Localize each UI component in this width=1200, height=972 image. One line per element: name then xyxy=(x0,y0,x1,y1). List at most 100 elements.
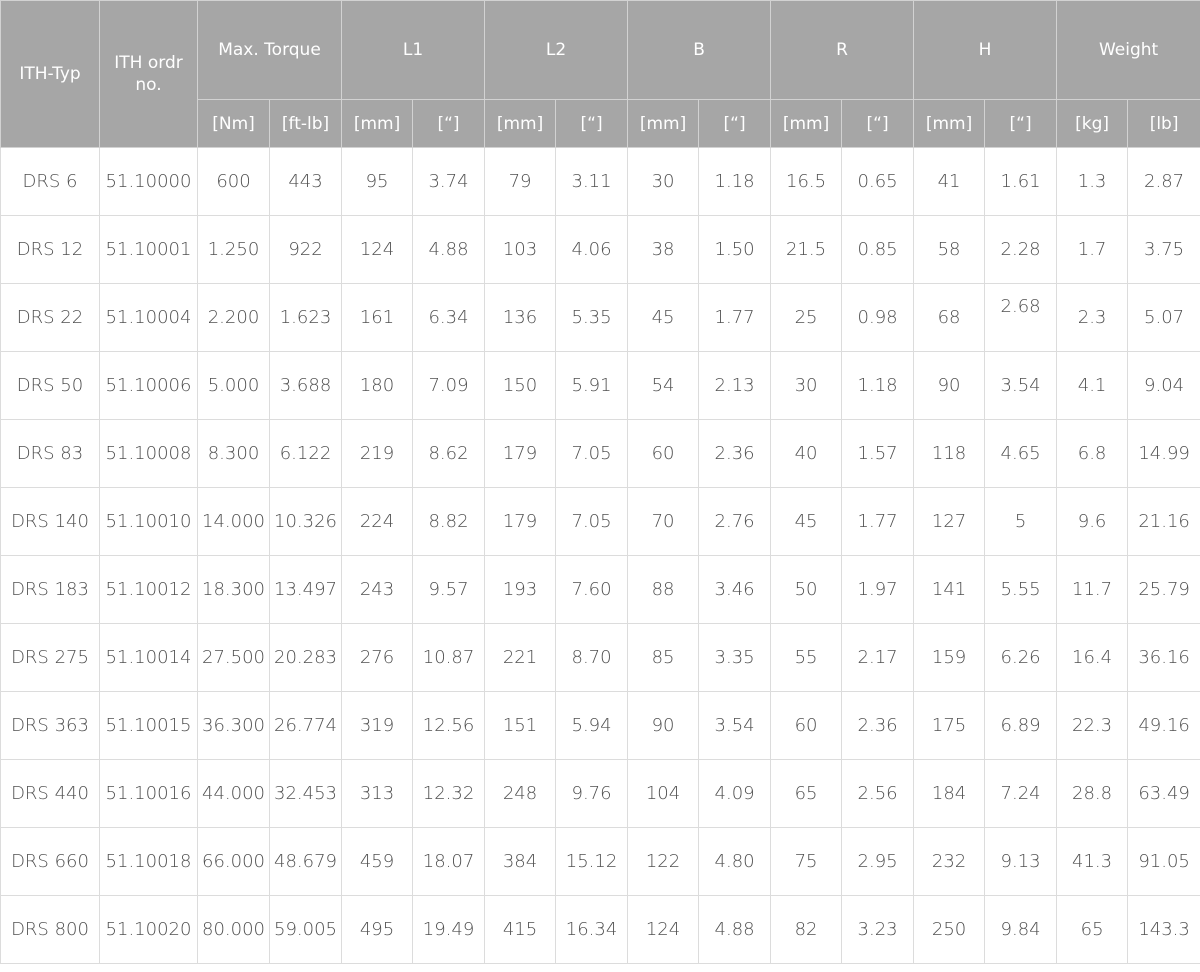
value-cell: 44.000 xyxy=(197,759,270,828)
value-cell: 151 xyxy=(484,691,557,760)
value-cell: 3.11 xyxy=(555,147,629,216)
value-cell: 2.36 xyxy=(841,691,915,760)
value-cell: 10.87 xyxy=(412,623,486,692)
order-number-cell: 51.10018 xyxy=(99,827,198,896)
value-cell: 4.06 xyxy=(555,215,629,284)
value-cell: 12.32 xyxy=(412,759,486,828)
order-number-cell: 51.10010 xyxy=(99,487,198,556)
type-cell: DRS 140 xyxy=(0,487,100,556)
table-row: DRS 440 51.10016 44.000 32.453 313 12.32 248 9.… xyxy=(0,759,1200,828)
order-number-cell: 51.10000 xyxy=(99,147,198,216)
value-cell: 7.09 xyxy=(412,351,486,420)
type-cell: DRS 800 xyxy=(0,895,100,964)
value-cell: 118 xyxy=(913,419,986,488)
value-cell: 16.34 xyxy=(555,895,629,964)
value-cell: 9.76 xyxy=(555,759,629,828)
type-cell: DRS 440 xyxy=(0,759,100,828)
value-cell: 384 xyxy=(484,827,557,896)
value-cell: 1.61 xyxy=(984,147,1058,216)
table-row: DRS 50 51.10006 5.000 3.688 180 7.09 150 5.91 54… xyxy=(0,351,1200,420)
value-cell: 104 xyxy=(627,759,700,828)
unit-header-cell: [mm] xyxy=(627,99,700,148)
value-cell: 248 xyxy=(484,759,557,828)
unit-header-cell: [“] xyxy=(984,99,1058,148)
value-cell: 124 xyxy=(341,215,414,284)
value-cell: 80.000 xyxy=(197,895,270,964)
value-cell: 11.7 xyxy=(1056,555,1129,624)
unit-header-cell: [“] xyxy=(555,99,629,148)
header-max-torque: Max. Torque xyxy=(196,0,343,100)
value-cell: 91.05 xyxy=(1127,827,1200,896)
value-cell: 22.3 xyxy=(1056,691,1129,760)
value-cell: 20.283 xyxy=(268,623,343,692)
unit-header-cell: [mm] xyxy=(770,99,843,148)
type-cell: DRS 83 xyxy=(0,419,100,488)
value-cell: 2.56 xyxy=(841,759,915,828)
unit-header-cell: [Nm] xyxy=(197,99,270,148)
value-cell: 40 xyxy=(770,419,843,488)
header-l1: L1 xyxy=(341,0,486,100)
type-cell: DRS 22 xyxy=(0,283,100,352)
header-l2: L2 xyxy=(484,0,629,100)
value-cell: 232 xyxy=(913,827,986,896)
order-number-cell: 51.10015 xyxy=(99,691,198,760)
value-cell: 2.17 xyxy=(841,623,915,692)
value-cell: 7.05 xyxy=(555,487,629,556)
table-row: DRS 140 51.10010 14.000 10.326 224 8.82 179 7.0… xyxy=(0,487,1200,556)
value-cell: 184 xyxy=(913,759,986,828)
value-cell: 16.5 xyxy=(770,147,843,216)
value-cell: 136 xyxy=(484,283,557,352)
value-cell: 221 xyxy=(484,623,557,692)
value-cell: 5.94 xyxy=(555,691,629,760)
value-cell: 9.6 xyxy=(1056,487,1129,556)
type-cell: DRS 183 xyxy=(0,555,100,624)
value-cell: 224 xyxy=(341,487,414,556)
value-cell: 2.28 xyxy=(984,215,1058,284)
order-number-cell: 51.10014 xyxy=(99,623,198,692)
value-cell: 85 xyxy=(627,623,700,692)
table-row: DRS 800 51.10020 80.000 59.005 495 19.49 415 16… xyxy=(0,895,1200,964)
value-cell: 415 xyxy=(484,895,557,964)
unit-header-cell: [kg] xyxy=(1056,99,1129,148)
value-cell: 41 xyxy=(913,147,986,216)
value-cell: 36.16 xyxy=(1127,623,1200,692)
value-cell: 8.62 xyxy=(412,419,486,488)
value-cell: 9.13 xyxy=(984,827,1058,896)
value-cell: 95 xyxy=(341,147,414,216)
value-cell: 5 xyxy=(984,487,1058,556)
value-cell: 60 xyxy=(770,691,843,760)
value-cell: 14.000 xyxy=(197,487,270,556)
value-cell: 30 xyxy=(627,147,700,216)
header-weight: Weight xyxy=(1056,0,1200,100)
value-cell: 7.05 xyxy=(555,419,629,488)
value-cell: 193 xyxy=(484,555,557,624)
value-cell: 124 xyxy=(627,895,700,964)
value-cell: 5.55 xyxy=(984,555,1058,624)
order-number-cell: 51.10012 xyxy=(99,555,198,624)
header-r: R xyxy=(770,0,915,100)
value-cell: 50 xyxy=(770,555,843,624)
value-cell: 1.18 xyxy=(841,351,915,420)
value-cell: 1.7 xyxy=(1056,215,1129,284)
value-cell: 27.500 xyxy=(197,623,270,692)
value-cell: 5.35 xyxy=(555,283,629,352)
value-cell: 8.82 xyxy=(412,487,486,556)
value-cell: 25.79 xyxy=(1127,555,1200,624)
table-row: DRS 12 51.10001 1.250 922 124 4.88 103 4.06 38 1.… xyxy=(0,215,1200,284)
value-cell: 6.26 xyxy=(984,623,1058,692)
order-number-cell: 51.10020 xyxy=(99,895,198,964)
value-cell: 26.774 xyxy=(268,691,343,760)
value-cell: 90 xyxy=(913,351,986,420)
value-cell: 2.200 xyxy=(197,283,270,352)
value-cell: 32.453 xyxy=(268,759,343,828)
value-cell: 3.23 xyxy=(841,895,915,964)
value-cell: 2.76 xyxy=(698,487,772,556)
header-b: B xyxy=(627,0,772,100)
value-cell: 1.57 xyxy=(841,419,915,488)
value-cell: 127 xyxy=(913,487,986,556)
value-cell: 180 xyxy=(341,351,414,420)
value-cell: 59.005 xyxy=(268,895,343,964)
value-cell: 3.74 xyxy=(412,147,486,216)
value-cell: 4.1 xyxy=(1056,351,1129,420)
